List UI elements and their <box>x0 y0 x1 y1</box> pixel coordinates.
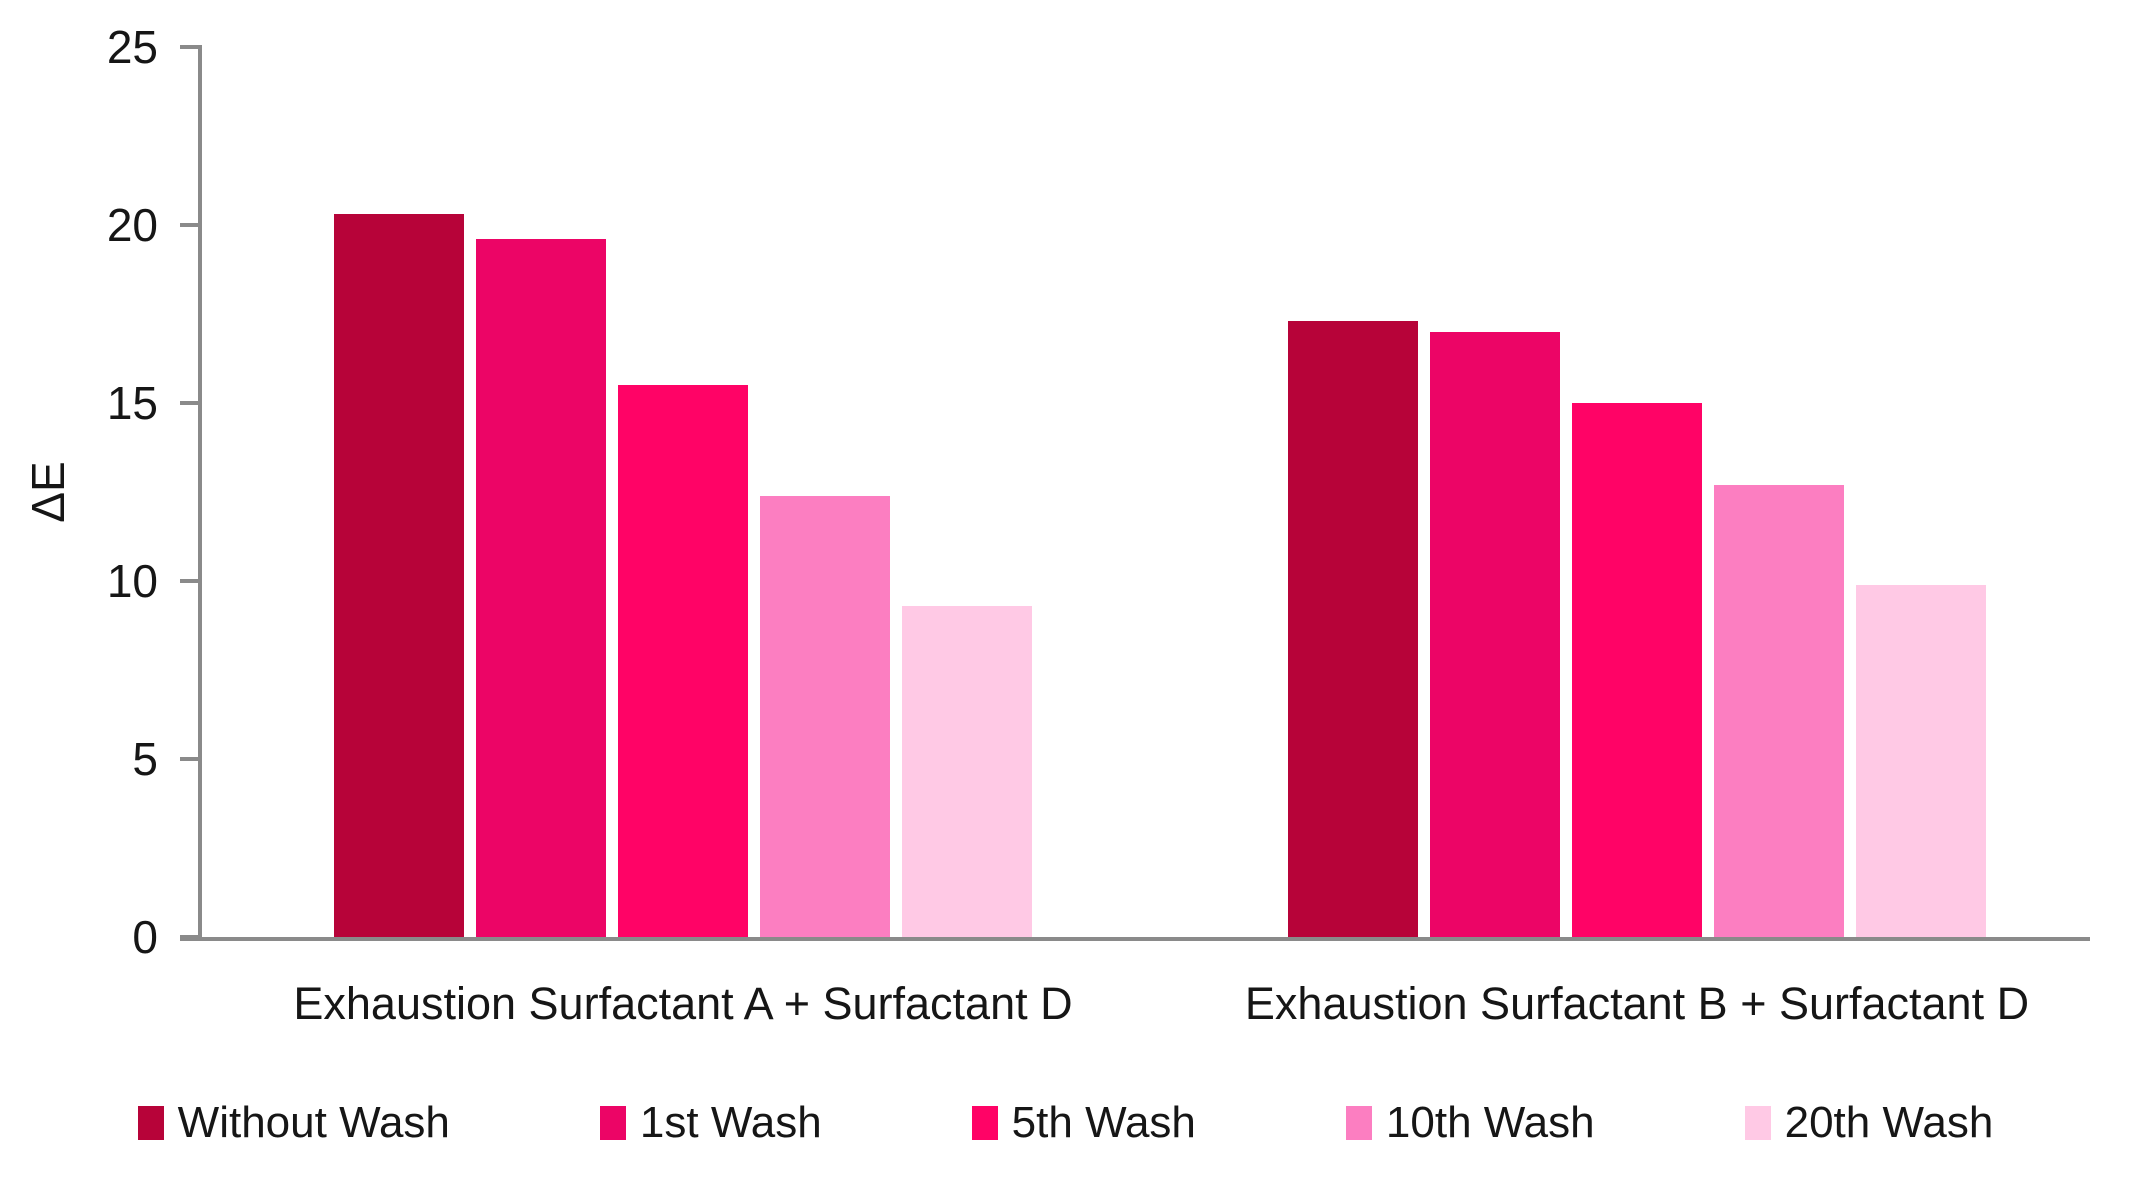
y-tick-mark <box>180 223 200 227</box>
y-tick-mark <box>180 579 200 583</box>
bar-20th-wash-group-2 <box>1856 585 1986 937</box>
legend-label: 20th Wash <box>1784 1098 1994 1147</box>
y-tick-label: 20 <box>106 199 158 251</box>
legend-swatch <box>599 1106 626 1140</box>
legend: Without Wash 1st Wash 5th Wash 10th Wash 20t… <box>0 1098 2131 1148</box>
bar-5th-wash-group-2 <box>1572 403 1702 937</box>
legend-swatch <box>1744 1106 1771 1140</box>
bar-1st-wash-group-2 <box>1430 332 1560 937</box>
y-tick-label: 15 <box>106 377 158 429</box>
bar-without-wash-group-1 <box>334 214 464 937</box>
category-label-a: Exhaustion Surfactant A + Surfactant D <box>293 978 1073 1029</box>
category-label-b: Exhaustion Surfactant B + Surfactant D <box>1244 978 2030 1029</box>
bar-5th-wash-group-1 <box>618 385 748 937</box>
bar-10th-wash-group-1 <box>760 496 890 937</box>
legend-label: 10th Wash <box>1385 1098 1595 1147</box>
y-tick-label: 25 <box>106 21 158 73</box>
legend-item-5th-wash: 5th Wash <box>971 1098 1196 1148</box>
legend-label: 5th Wash <box>1011 1098 1196 1147</box>
bar-20th-wash-group-1 <box>902 606 1032 937</box>
y-tick-label: 0 <box>132 911 158 963</box>
legend-item-without-wash: Without Wash <box>137 1098 450 1148</box>
bar-10th-wash-group-2 <box>1714 485 1844 937</box>
y-tick-mark <box>180 45 200 49</box>
y-tick-label: 5 <box>132 733 158 785</box>
legend-swatch <box>971 1106 998 1140</box>
legend-swatch <box>137 1106 164 1140</box>
bar-1st-wash-group-1 <box>476 239 606 937</box>
legend-label: Without Wash <box>177 1098 450 1147</box>
y-tick-mark <box>180 935 200 939</box>
legend-swatch <box>1345 1106 1372 1140</box>
bar-without-wash-group-2 <box>1288 321 1418 937</box>
legend-item-1st-wash: 1st Wash <box>599 1098 822 1148</box>
y-axis-title: ΔE <box>22 461 74 523</box>
y-tick-label: 10 <box>106 555 158 607</box>
y-tick-mark <box>180 757 200 761</box>
legend-label: 1st Wash <box>639 1098 822 1147</box>
y-tick-mark <box>180 401 200 405</box>
x-axis-line <box>180 937 2090 941</box>
legend-item-10th-wash: 10th Wash <box>1345 1098 1595 1148</box>
y-axis-line <box>198 45 202 941</box>
legend-item-20th-wash: 20th Wash <box>1744 1098 1994 1148</box>
